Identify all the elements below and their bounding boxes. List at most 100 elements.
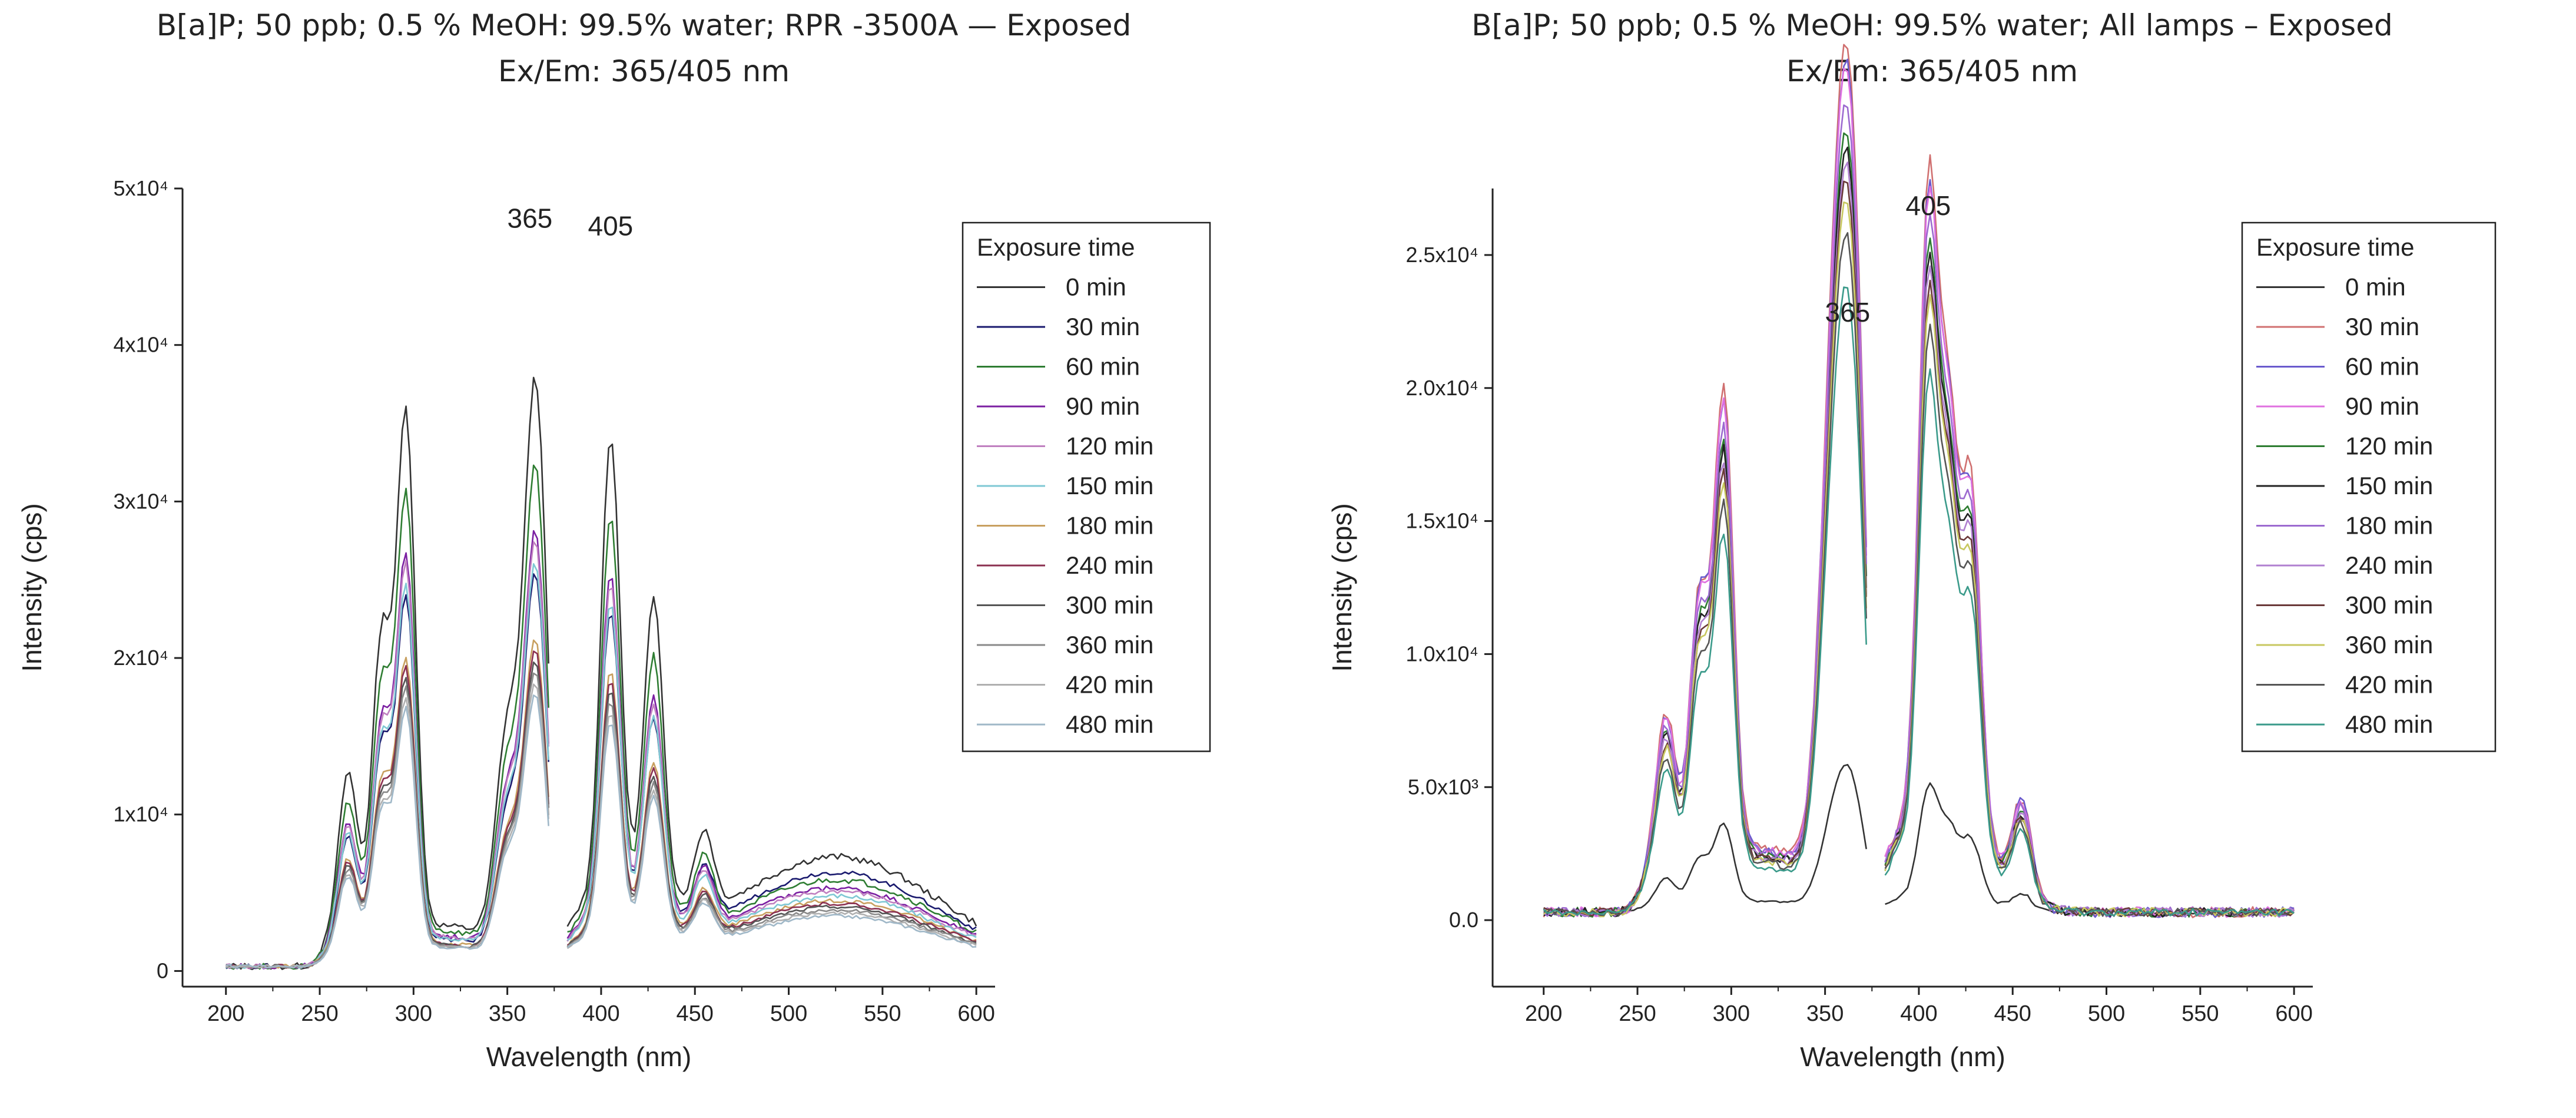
series-line-vis <box>566 673 977 947</box>
series-line-vis <box>1884 154 2295 918</box>
y-tick-label: 5x10⁴ <box>113 176 168 200</box>
legend-item-label: 480 min <box>1066 710 1153 738</box>
x-tick-label: 600 <box>2275 1001 2312 1026</box>
chart-title: B[a]P; 50 ppb; 0.5 % MeOH: 99.5% water; … <box>1471 8 2393 42</box>
legend-item-label: 0 min <box>2345 273 2406 301</box>
x-tick-label: 600 <box>957 1001 994 1026</box>
chart-subtitle: Ex/Em: 365/405 nm <box>498 54 790 88</box>
legend-box <box>2241 221 2497 752</box>
peak-annotation: 365 <box>507 203 552 233</box>
chart-subtitle: Ex/Em: 365/405 nm <box>1786 54 2078 88</box>
series-line-vis <box>567 520 977 933</box>
x-tick-label: 200 <box>1525 1001 1562 1026</box>
series-line-vis <box>1884 279 2295 918</box>
spectrum-plot-all-lamps: 200 250 300 350 400 450 500 550 600 0.0 5.0x10³ 1.0… <box>1327 44 2497 1072</box>
legend-item-label: 180 min <box>2345 512 2433 540</box>
y-tick-label: 1.0x10⁴ <box>1405 641 1478 666</box>
y-tick-label: 3x10⁴ <box>113 489 168 513</box>
series-line-uv <box>226 650 549 969</box>
series-line-uv <box>1543 146 1867 918</box>
series-line-vis <box>1884 178 2295 918</box>
series-line-vis <box>566 703 977 947</box>
legend-item-label: 120 min <box>1066 432 1153 460</box>
x-axis-label: Wavelength (nm) <box>486 1041 692 1072</box>
x-tick-label: 350 <box>1806 1001 1844 1026</box>
series-line-uv <box>1543 286 1867 917</box>
series-line-vis <box>1885 782 2295 915</box>
series-line-uv <box>1543 104 1867 917</box>
peak-annotation: 405 <box>588 211 633 242</box>
legend-item-label: 240 min <box>2345 551 2433 579</box>
series-line-uv <box>226 694 549 969</box>
series-line-vis <box>566 725 977 948</box>
legend-item-label: 90 min <box>1066 392 1140 420</box>
x-tick-label: 300 <box>1713 1001 1750 1026</box>
x-tick-label: 250 <box>301 1001 338 1026</box>
legend-item-label: 30 min <box>2345 313 2419 340</box>
x-tick-label: 400 <box>582 1001 619 1026</box>
series-line-uv <box>1543 161 1867 917</box>
legend-item-label: 0 min <box>1066 273 1126 301</box>
series-line-uv <box>226 639 549 969</box>
chart-panel-rpr: B[a]P; 50 ppb; 0.5 % MeOH: 99.5% water; … <box>16 8 1211 1072</box>
series-line-uv <box>1543 132 1867 918</box>
y-tick-label: 4x10⁴ <box>113 333 168 357</box>
legend: Exposure time 0 min 30 min 60 min 90 min 120 … <box>2241 221 2497 752</box>
axes: 200 250 300 350 400 450 500 550 600 0 1x10⁴ 2x10⁴ 3x… <box>113 176 995 1026</box>
x-tick-label: 550 <box>2182 1001 2219 1026</box>
series-lines <box>1543 44 2295 918</box>
series-line-uv <box>226 464 549 970</box>
series-line-vis <box>566 715 977 950</box>
series-lines <box>225 376 977 970</box>
y-tick-label: 2x10⁴ <box>113 646 168 670</box>
series-line-uv <box>1543 68 1867 918</box>
series-line-vis <box>1884 186 2295 918</box>
legend-item-label: 300 min <box>1066 591 1153 619</box>
legend-item-label: 360 min <box>2345 631 2433 659</box>
x-axis-label: Wavelength (nm) <box>1800 1041 2005 1072</box>
x-tick-label: 400 <box>1900 1001 1937 1026</box>
series-line-vis <box>1884 323 2295 917</box>
x-tick-label: 200 <box>207 1001 244 1026</box>
series-line-vis <box>566 683 977 946</box>
series-line-uv <box>226 530 549 970</box>
x-tick-label: 550 <box>864 1001 901 1026</box>
x-tick-label: 250 <box>1619 1001 1656 1026</box>
legend-item-label: 90 min <box>2345 392 2419 420</box>
series-line-vis <box>566 692 977 948</box>
legend-item-label: 150 min <box>1066 472 1153 500</box>
x-tick-label: 350 <box>489 1001 526 1026</box>
x-tick-label: 300 <box>395 1001 432 1026</box>
series-line-uv <box>1543 180 1867 917</box>
legend-item-label: 180 min <box>1066 512 1153 540</box>
y-tick-label: 2.0x10⁴ <box>1405 376 1478 400</box>
legend-box <box>962 221 1211 752</box>
legend-item-label: 420 min <box>1066 671 1153 699</box>
legend-item-label: 60 min <box>1066 353 1140 381</box>
legend-item-label: 120 min <box>2345 432 2433 460</box>
x-tick-label: 450 <box>1994 1001 2031 1026</box>
series-line-vis <box>1884 294 2295 918</box>
series-line-uv <box>226 541 549 970</box>
x-tick-label: 450 <box>677 1001 714 1026</box>
series-line-vis <box>1884 368 2295 917</box>
legend-item-label: 480 min <box>2345 710 2433 738</box>
legend-item-label: 30 min <box>1066 313 1140 340</box>
legend-item-label: 360 min <box>1066 631 1153 659</box>
y-tick-label: 1.5x10⁴ <box>1405 509 1478 533</box>
y-tick-label: 5.0x10³ <box>1408 775 1478 799</box>
legend: Exposure time 0 min 30 min 60 min 90 min 120 … <box>962 221 1211 752</box>
legend-item-label: 300 min <box>2345 591 2433 619</box>
x-tick-label: 500 <box>770 1001 807 1026</box>
series-line-uv <box>1543 58 1867 918</box>
y-tick-label: 2.5x10⁴ <box>1405 243 1478 267</box>
legend-item-label: 60 min <box>2345 353 2419 381</box>
series-line-vis <box>566 443 977 927</box>
series-line-vis <box>567 606 977 941</box>
peak-annotation: 365 <box>1825 297 1870 328</box>
spectrum-plot-rpr: 200 250 300 350 400 450 500 550 600 0 1x10⁴ 2x10⁴ 3x… <box>16 176 1211 1072</box>
legend-title: Exposure time <box>977 233 1135 261</box>
legend-title: Exposure time <box>2256 233 2414 261</box>
y-axis-label: Intensity (cps) <box>1327 503 1357 672</box>
y-axis-label: Intensity (cps) <box>16 503 47 672</box>
